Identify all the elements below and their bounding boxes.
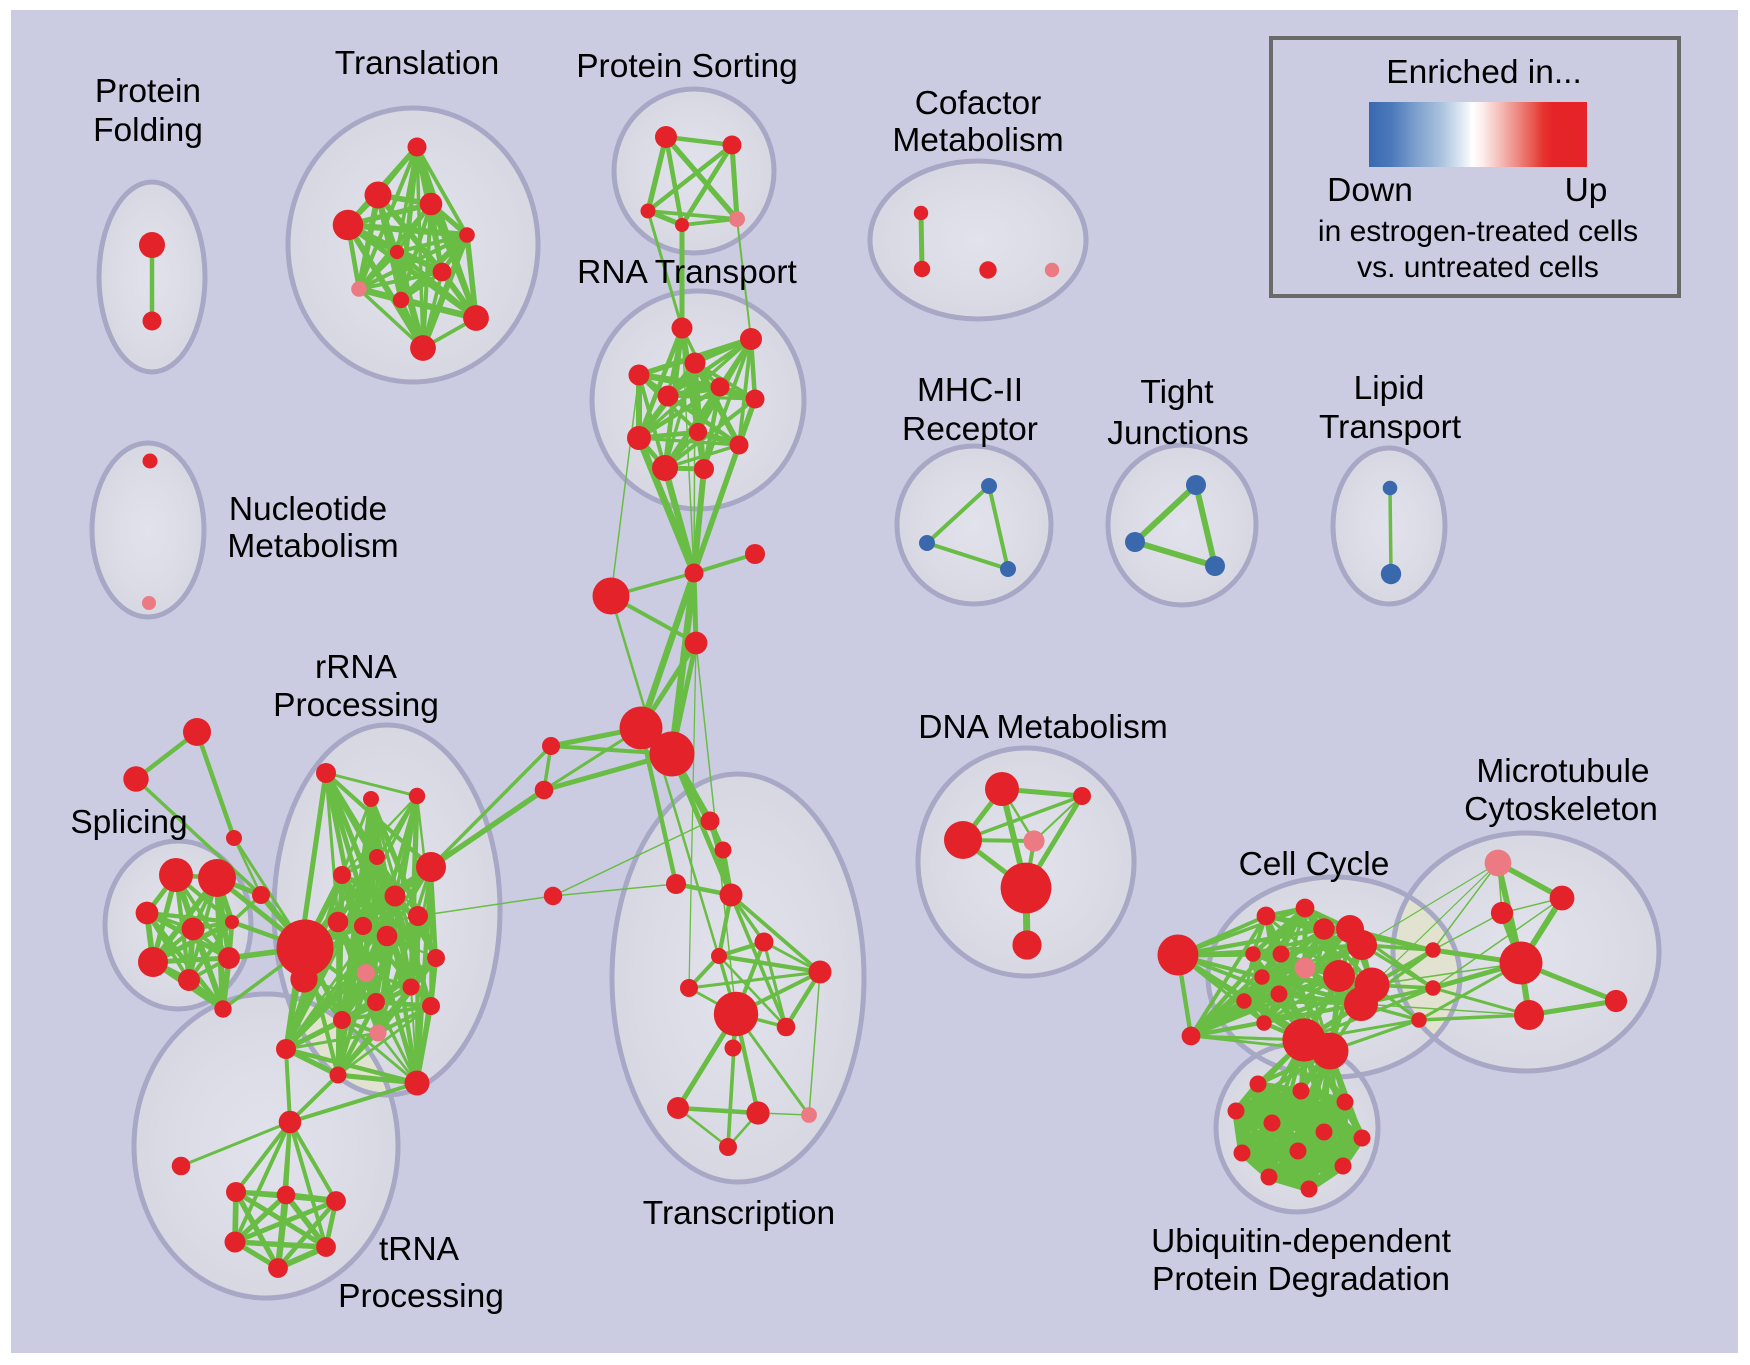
- svg-text:Protein Degradation: Protein Degradation: [1152, 1261, 1450, 1298]
- svg-text:vs. untreated cells: vs. untreated cells: [1357, 251, 1599, 284]
- svg-text:tRNA: tRNA: [379, 1231, 460, 1268]
- svg-text:Processing: Processing: [338, 1278, 504, 1315]
- svg-text:Metabolism: Metabolism: [892, 122, 1063, 159]
- svg-text:Lipid: Lipid: [1354, 370, 1425, 407]
- svg-text:Nucleotide: Nucleotide: [229, 491, 387, 528]
- svg-text:Protein Sorting: Protein Sorting: [576, 48, 798, 85]
- svg-text:MHC-II: MHC-II: [917, 372, 1023, 409]
- svg-text:RNA Transport: RNA Transport: [577, 254, 797, 291]
- svg-text:DNA Metabolism: DNA Metabolism: [918, 709, 1167, 746]
- svg-text:rRNA: rRNA: [315, 649, 398, 686]
- svg-text:Cytoskeleton: Cytoskeleton: [1464, 791, 1658, 828]
- svg-text:Down: Down: [1327, 172, 1413, 209]
- svg-text:Microtubule: Microtubule: [1476, 753, 1649, 790]
- svg-text:Cell Cycle: Cell Cycle: [1239, 846, 1390, 883]
- svg-text:Processing: Processing: [273, 687, 439, 724]
- svg-text:Enriched in...: Enriched in...: [1386, 54, 1582, 91]
- svg-text:Receptor: Receptor: [902, 411, 1038, 448]
- svg-text:Tight: Tight: [1140, 374, 1214, 411]
- svg-text:Metabolism: Metabolism: [227, 528, 398, 565]
- svg-text:Protein: Protein: [95, 73, 201, 110]
- svg-text:Up: Up: [1565, 172, 1608, 209]
- svg-text:Translation: Translation: [335, 45, 499, 82]
- svg-text:Ubiquitin-dependent: Ubiquitin-dependent: [1151, 1223, 1452, 1260]
- svg-text:Splicing: Splicing: [70, 804, 187, 841]
- svg-text:Cofactor: Cofactor: [915, 85, 1042, 122]
- svg-text:Transcription: Transcription: [643, 1195, 835, 1232]
- svg-text:Junctions: Junctions: [1107, 415, 1249, 452]
- svg-text:Folding: Folding: [93, 112, 203, 149]
- svg-text:in estrogen-treated cells: in estrogen-treated cells: [1318, 215, 1638, 248]
- svg-text:Transport: Transport: [1319, 409, 1462, 446]
